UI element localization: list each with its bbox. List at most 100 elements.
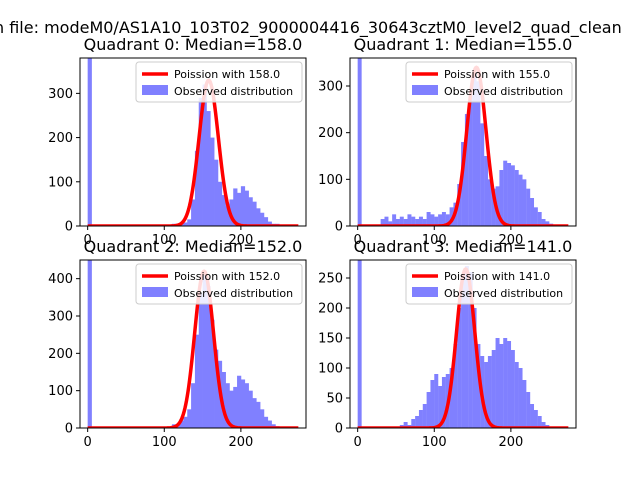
histogram-bar xyxy=(522,380,527,428)
histogram-bar xyxy=(357,58,362,226)
histogram-bar xyxy=(240,379,246,428)
histogram-bar xyxy=(541,422,546,428)
histogram-bar xyxy=(206,111,211,226)
x-tick-label: 200 xyxy=(228,435,253,450)
histogram-bar xyxy=(384,216,389,226)
quadrant-2-title: Quadrant 2: Median=152.0 xyxy=(84,237,303,256)
x-tick-label: 200 xyxy=(228,233,253,248)
histogram-bar xyxy=(221,195,226,226)
histogram-bar xyxy=(225,206,230,226)
histogram-bar xyxy=(522,179,527,226)
histogram-bar xyxy=(202,271,207,428)
quadrant-0-title: Quadrant 0: Median=158.0 xyxy=(84,35,303,54)
y-tick-label: 100 xyxy=(48,384,73,399)
histogram-bar xyxy=(541,219,546,226)
histogram-bar xyxy=(426,212,431,226)
y-tick-label: 0 xyxy=(65,220,73,235)
histogram-bar xyxy=(179,420,184,428)
poisson-fit-line xyxy=(356,65,570,226)
histogram-bar xyxy=(438,386,443,428)
y-tick-label: 0 xyxy=(65,422,73,437)
histogram-bar xyxy=(487,179,492,226)
histogram-bar xyxy=(183,222,188,226)
histogram-bar xyxy=(399,216,404,226)
histogram-bar xyxy=(411,216,416,226)
histogram-bar xyxy=(256,401,261,428)
y-tick-label: 0 xyxy=(335,220,343,235)
histogram-bar xyxy=(252,398,257,428)
histogram-bar xyxy=(187,409,192,428)
histogram-bar xyxy=(533,207,538,226)
quadrant-1-plot-area xyxy=(356,58,570,226)
histogram-bar xyxy=(237,375,242,428)
histogram-bar xyxy=(267,420,272,428)
x-tick-label: 0 xyxy=(84,233,92,248)
legend-observed-label: Observed distribution xyxy=(174,85,293,98)
histogram-bar xyxy=(411,419,416,428)
histogram-bar xyxy=(198,293,203,428)
quadrant-2-legend: Poission with 152.0 Observed distribution xyxy=(135,263,303,305)
x-tick-label: 200 xyxy=(498,233,523,248)
quadrant-0-legend: Poission with 158.0 Observed distribution xyxy=(135,61,303,103)
histogram-bar xyxy=(484,362,489,428)
histogram-bar xyxy=(464,266,469,428)
histogram-bar xyxy=(434,374,439,428)
histogram-bar xyxy=(533,410,538,428)
y-tick-label: 200 xyxy=(318,302,343,317)
histogram-bar xyxy=(530,198,535,226)
histogram-bar xyxy=(191,383,196,428)
histogram-bar xyxy=(484,156,489,226)
histogram-bar xyxy=(403,219,408,226)
histogram-bar xyxy=(480,123,485,226)
histogram-bar xyxy=(237,192,242,226)
legend-box xyxy=(135,263,303,305)
histogram-bar xyxy=(395,219,400,226)
legend-observed-label: Observed distribution xyxy=(174,287,293,300)
histogram-bar xyxy=(426,392,431,428)
histogram-bar xyxy=(248,390,253,428)
histogram-bar xyxy=(187,219,192,226)
histogram-bar xyxy=(526,188,531,226)
histogram-bar xyxy=(415,219,420,226)
histogram-bar xyxy=(183,416,188,428)
x-tick-label: 0 xyxy=(84,435,92,450)
legend-fit-label: Poission with 141.0 xyxy=(444,270,550,283)
histogram-bar xyxy=(438,214,443,226)
quadrant-0-plot-area xyxy=(86,58,300,226)
histogram-bar xyxy=(507,163,512,226)
quadrant-0-axes-frame xyxy=(79,57,307,227)
y-tick-label: 0 xyxy=(335,422,343,437)
histogram-bar xyxy=(422,404,427,428)
legend-observed-swatch xyxy=(412,85,438,95)
histogram-bar xyxy=(267,221,272,226)
quadrant-3-legend: Poission with 141.0 Observed distribution xyxy=(405,263,573,305)
histogram-bar xyxy=(357,260,362,428)
histogram-bar xyxy=(472,72,477,226)
histogram-bar xyxy=(461,142,466,226)
histogram-bar xyxy=(503,338,508,428)
histogram-bar xyxy=(530,404,535,428)
histogram-bar xyxy=(449,207,454,226)
histogram-bar xyxy=(430,214,435,226)
histogram-bar xyxy=(491,350,496,428)
histogram-bar xyxy=(514,362,519,428)
histogram-bar xyxy=(233,188,238,226)
histogram-bar xyxy=(240,186,246,226)
x-tick-label: 100 xyxy=(422,435,447,450)
histogram-bar xyxy=(468,95,473,226)
quadrant-1-legend: Poission with 155.0 Observed distribution xyxy=(405,61,573,103)
histogram-bar xyxy=(210,137,215,226)
x-tick-label: 0 xyxy=(354,233,362,248)
legend-observed-label: Observed distribution xyxy=(444,287,563,300)
quadrant-2-chart: Quadrant 2: Median=152.0 0 100 200 0 100 200 30… xyxy=(48,237,307,450)
legend-fit-label: Poission with 152.0 xyxy=(174,270,280,283)
x-tick-label: 100 xyxy=(152,435,177,450)
histogram-bar xyxy=(233,386,238,428)
histogram-bar xyxy=(248,197,253,226)
y-tick-label: 50 xyxy=(326,392,343,407)
histogram-bar xyxy=(476,344,481,428)
legend-box xyxy=(135,61,303,103)
histogram-bar xyxy=(403,422,408,428)
x-tick-label: 0 xyxy=(354,435,362,450)
y-tick-label: 300 xyxy=(48,87,73,102)
